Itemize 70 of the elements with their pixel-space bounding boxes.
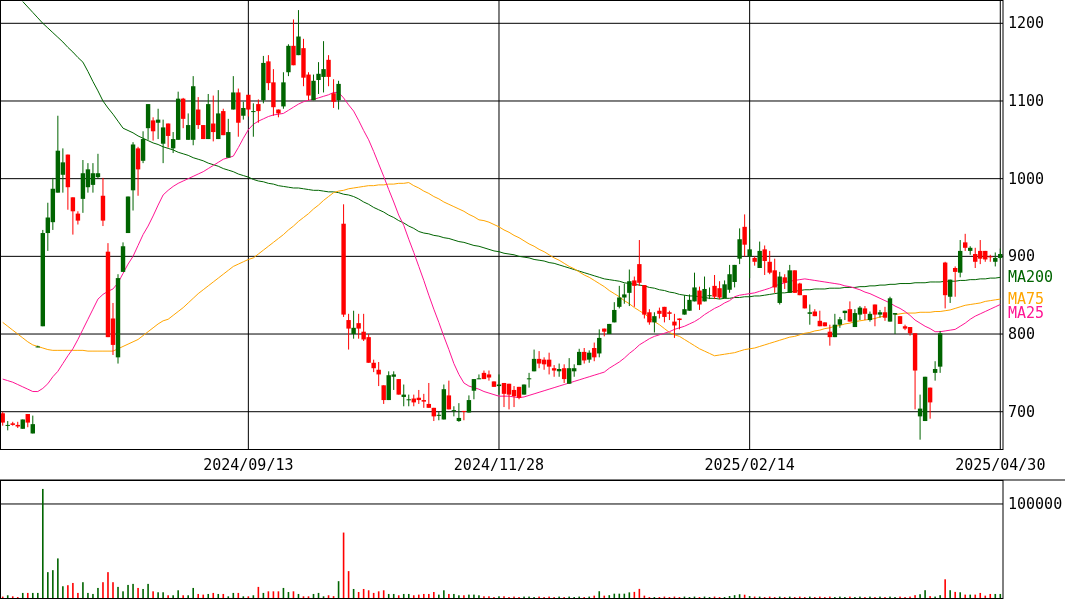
candlestick	[346, 313, 351, 351]
y-tick-label: 100000	[1008, 494, 1063, 513]
candlestick	[652, 311, 657, 333]
candlestick	[140, 130, 146, 164]
candlestick	[501, 382, 507, 408]
candlestick	[757, 241, 762, 269]
candlestick	[381, 384, 386, 405]
candlestick	[336, 80, 341, 111]
candlestick	[150, 116, 156, 142]
candlestick	[536, 350, 542, 369]
candlestick	[957, 239, 963, 278]
candlestick	[426, 382, 432, 409]
x-tick-label: 2024/11/28	[453, 456, 545, 474]
candlestick	[90, 162, 96, 194]
candlestick	[762, 244, 767, 276]
candlestick	[291, 18, 296, 66]
candlestick	[70, 196, 76, 236]
candlestick	[256, 98, 261, 124]
candlestick	[311, 74, 316, 101]
candlestick	[737, 227, 742, 265]
y-tick-label: 1000	[1008, 169, 1045, 188]
series-label: MA200	[1008, 268, 1054, 287]
candlestick	[566, 357, 572, 385]
candlestick	[351, 310, 356, 340]
candlestick	[847, 300, 853, 323]
candlestick	[747, 228, 752, 279]
candlestick	[546, 352, 552, 375]
candlestick	[461, 410, 467, 421]
candlestick	[75, 210, 81, 225]
candlestick	[326, 54, 331, 87]
candlestick	[837, 316, 843, 329]
candlestick	[251, 102, 256, 138]
candlestick	[356, 313, 361, 340]
candlestick	[973, 247, 978, 269]
candlestick	[561, 363, 567, 384]
y-tick-label: 1100	[1008, 91, 1045, 110]
y-tick-label: 1200	[1008, 14, 1045, 33]
y-tick-label: 800	[1008, 325, 1036, 344]
candlestick	[862, 305, 868, 321]
x-tick-label: 2024/09/13	[203, 456, 294, 474]
candlestick	[331, 78, 336, 109]
candlestick	[60, 147, 66, 194]
candlestick	[476, 373, 482, 380]
candlestick	[180, 97, 186, 129]
candlestick	[160, 119, 166, 164]
candlestick	[446, 380, 452, 410]
candlestick	[787, 264, 792, 294]
candlestick	[551, 364, 557, 378]
candlestick	[376, 361, 381, 387]
candlestick	[932, 360, 938, 382]
candlestick	[451, 405, 457, 417]
candlestick	[887, 296, 893, 323]
y-tick-label: 700	[1008, 402, 1036, 421]
candlestick	[882, 306, 888, 322]
x-tick-label: 2025/02/14	[704, 456, 795, 474]
candlestick	[617, 285, 622, 309]
x-tick-label: 2025/04/30	[955, 456, 1046, 474]
y-tick-label: 900	[1008, 247, 1036, 266]
candlestick	[807, 304, 812, 326]
candlestick	[742, 213, 747, 257]
candlestick	[231, 75, 236, 111]
candlestick	[697, 286, 702, 311]
candlestick	[877, 309, 883, 319]
candlestick	[506, 383, 512, 410]
candlestick	[135, 146, 141, 197]
candlestick	[526, 372, 532, 389]
candlestick	[471, 378, 477, 400]
candlestick	[296, 9, 301, 56]
candlestick	[486, 370, 492, 382]
candlestick	[952, 265, 958, 298]
